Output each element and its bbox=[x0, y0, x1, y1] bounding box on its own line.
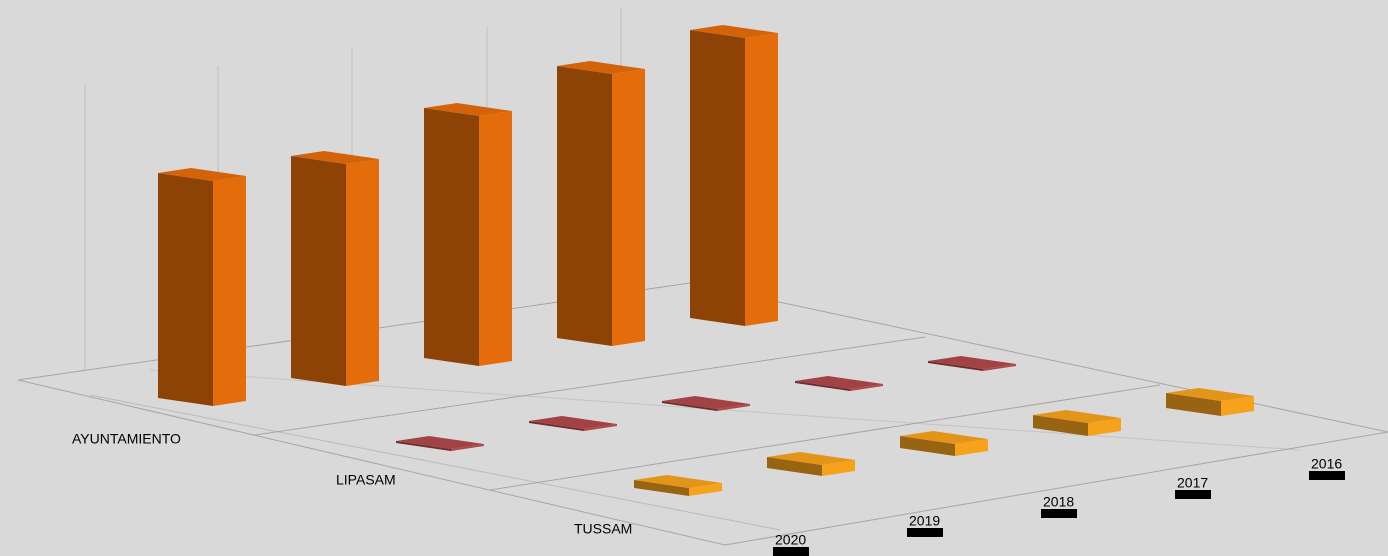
label-underline bbox=[1309, 471, 1345, 480]
bar-top bbox=[1166, 388, 1254, 401]
bar-front bbox=[557, 66, 612, 346]
series-label: 2019 bbox=[909, 513, 940, 529]
bar-side bbox=[479, 111, 512, 366]
bar-side bbox=[1221, 396, 1254, 416]
bar-side bbox=[983, 364, 1016, 371]
bar bbox=[396, 436, 484, 451]
category-label: TUSSAM bbox=[574, 521, 632, 537]
category-label: AYUNTAMIENTO bbox=[72, 431, 181, 447]
bar-front bbox=[396, 441, 451, 451]
label-underline bbox=[907, 528, 943, 537]
bar-side bbox=[584, 424, 617, 431]
bar-front bbox=[634, 480, 689, 496]
bar bbox=[158, 168, 246, 406]
label-underline bbox=[1041, 509, 1077, 518]
bar-top bbox=[291, 151, 379, 164]
category-label: LIPASAM bbox=[336, 472, 396, 488]
bar bbox=[690, 25, 778, 326]
bar-top bbox=[557, 61, 645, 74]
bar bbox=[424, 103, 512, 366]
bar bbox=[795, 376, 883, 391]
bar-front bbox=[158, 173, 213, 406]
bar-top bbox=[1033, 410, 1121, 423]
bar-top bbox=[690, 25, 778, 38]
bar bbox=[529, 416, 617, 431]
bar bbox=[1033, 410, 1121, 436]
bar-side bbox=[717, 404, 750, 411]
bar-front bbox=[1166, 393, 1221, 416]
bar-top bbox=[396, 436, 484, 449]
series-label: 2017 bbox=[1177, 475, 1208, 491]
bar-top bbox=[900, 431, 988, 444]
bar-front bbox=[424, 108, 479, 366]
bar-top bbox=[529, 416, 617, 429]
label-underline bbox=[1175, 490, 1211, 499]
bar-front bbox=[1033, 415, 1088, 436]
bar-top bbox=[662, 396, 750, 409]
bar bbox=[900, 431, 988, 456]
bar-side bbox=[612, 69, 645, 346]
bar bbox=[767, 452, 855, 476]
bar-front bbox=[795, 381, 850, 391]
bar-side bbox=[213, 176, 246, 406]
series-label: 2018 bbox=[1043, 494, 1074, 510]
bar-front bbox=[900, 436, 955, 456]
bar-top bbox=[158, 168, 246, 181]
bar-side bbox=[822, 460, 855, 476]
bar-top bbox=[795, 376, 883, 389]
bar-top bbox=[634, 475, 722, 488]
bar-front bbox=[928, 361, 983, 371]
bar bbox=[928, 356, 1016, 371]
bar-top bbox=[767, 452, 855, 465]
bar bbox=[634, 475, 722, 496]
bar-front bbox=[767, 457, 822, 476]
bar-side bbox=[689, 483, 722, 496]
bar-front bbox=[690, 30, 745, 326]
bar-side bbox=[346, 159, 379, 386]
bar bbox=[291, 151, 379, 386]
bar-side bbox=[1088, 418, 1121, 436]
bar bbox=[557, 61, 645, 346]
bar bbox=[662, 396, 750, 411]
bar-front bbox=[662, 401, 717, 411]
series-label: 2016 bbox=[1311, 456, 1342, 472]
label-underline bbox=[773, 547, 809, 556]
bar-front bbox=[291, 156, 346, 386]
series-label: 2020 bbox=[775, 532, 806, 548]
bar-front bbox=[529, 421, 584, 431]
bar-side bbox=[745, 33, 778, 326]
bar-side bbox=[955, 439, 988, 456]
bar-top bbox=[424, 103, 512, 116]
bar-top bbox=[928, 356, 1016, 369]
bar-side bbox=[850, 384, 883, 391]
bar bbox=[1166, 388, 1254, 416]
bar-side bbox=[451, 444, 484, 451]
